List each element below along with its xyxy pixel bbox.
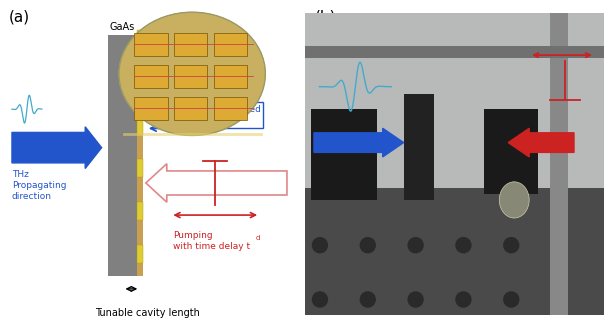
Text: Tunable cavity length: Tunable cavity length: [96, 308, 201, 318]
Circle shape: [456, 292, 471, 307]
Text: Pumping
with time delay t: Pumping with time delay t: [173, 231, 251, 250]
Bar: [134, 65, 168, 88]
Circle shape: [551, 238, 567, 253]
Bar: [134, 97, 168, 120]
Bar: [137, 73, 143, 91]
Bar: [134, 33, 168, 56]
Bar: [305, 188, 604, 315]
Text: d: d: [256, 235, 260, 241]
Circle shape: [312, 238, 328, 253]
Bar: [214, 33, 247, 56]
Bar: [137, 35, 143, 276]
Text: GaAs: GaAs: [110, 22, 135, 32]
FancyArrow shape: [12, 127, 102, 169]
Bar: [137, 202, 143, 220]
FancyArrow shape: [508, 128, 574, 157]
Bar: [214, 65, 247, 88]
Bar: [137, 30, 143, 48]
Circle shape: [504, 292, 518, 307]
Bar: [174, 33, 207, 56]
Circle shape: [408, 292, 423, 307]
Bar: [174, 65, 207, 88]
Bar: [137, 116, 143, 134]
Bar: [484, 109, 538, 194]
Circle shape: [361, 292, 375, 307]
Bar: [137, 159, 143, 177]
Bar: [214, 97, 247, 120]
Circle shape: [504, 238, 518, 253]
Circle shape: [551, 292, 567, 307]
Circle shape: [361, 238, 375, 253]
Circle shape: [456, 238, 471, 253]
Text: THz
Propagating
direction: THz Propagating direction: [12, 170, 66, 201]
Bar: [550, 13, 568, 315]
FancyArrow shape: [314, 128, 404, 157]
Text: (a): (a): [9, 10, 30, 25]
Bar: [137, 245, 143, 263]
Text: (b): (b): [315, 10, 336, 25]
Bar: [404, 94, 434, 200]
Ellipse shape: [499, 182, 529, 218]
Bar: [305, 46, 604, 58]
Circle shape: [408, 238, 423, 253]
Text: Metal patterned
PI film: Metal patterned PI film: [188, 105, 260, 125]
Circle shape: [312, 292, 328, 307]
Circle shape: [119, 12, 265, 135]
Bar: [311, 109, 377, 200]
Bar: [107, 35, 137, 276]
Bar: [174, 97, 207, 120]
Bar: [305, 13, 604, 188]
